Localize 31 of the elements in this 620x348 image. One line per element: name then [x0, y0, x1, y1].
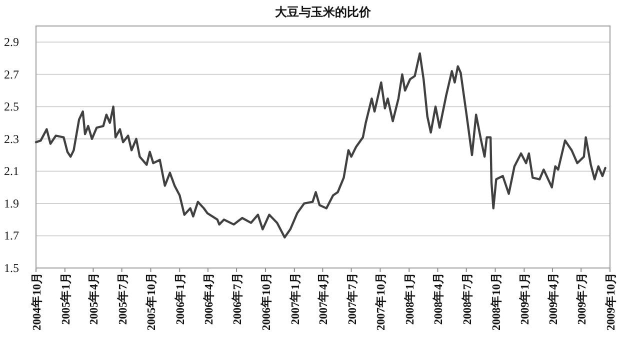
x-tick-label: 2009年10月	[604, 272, 618, 330]
x-tick-label: 2005年7月	[115, 272, 130, 325]
y-tick-label: 2.7	[4, 67, 19, 82]
y-tick-label: 2.1	[4, 164, 19, 178]
y-tick-label: 2.3	[4, 132, 19, 146]
x-tick-label: 2004年10月	[30, 272, 44, 330]
x-tick-label: 2009年1月	[518, 272, 532, 325]
x-tick-label: 2006年7月	[230, 272, 244, 325]
x-tick-label: 2008年7月	[460, 272, 474, 325]
x-tick-label: 2008年4月	[431, 272, 446, 325]
x-tick-label: 2007年10月	[374, 272, 388, 330]
chart-title: 大豆与玉米的比价	[275, 5, 372, 19]
x-tick-label: 2009年4月	[546, 272, 560, 325]
x-tick-label: 2009年7月	[574, 272, 589, 325]
x-tick-label: 2005年1月	[58, 272, 72, 325]
x-tick-label: 2006年1月	[173, 272, 188, 325]
x-tick-label: 2006年4月	[201, 272, 216, 325]
x-tick-label: 2005年10月	[144, 272, 158, 330]
y-tick-label: 2.9	[4, 35, 19, 50]
x-tick-label: 2007年4月	[316, 272, 330, 325]
x-tick-label: 2008年1月	[402, 272, 417, 325]
x-tick-label: 2008年10月	[488, 272, 503, 330]
x-tick-label: 2006年10月	[258, 272, 273, 330]
x-tick-label: 2007年1月	[288, 272, 302, 325]
y-tick-label: 1.5	[4, 261, 19, 275]
y-tick-label: 1.9	[4, 196, 19, 210]
x-tick-label: 2005年4月	[86, 272, 101, 325]
y-tick-label: 1.7	[4, 228, 19, 243]
x-tick-label: 2007年7月	[344, 272, 359, 325]
line-series	[34, 52, 606, 238]
y-tick-label: 2.5	[4, 100, 19, 114]
